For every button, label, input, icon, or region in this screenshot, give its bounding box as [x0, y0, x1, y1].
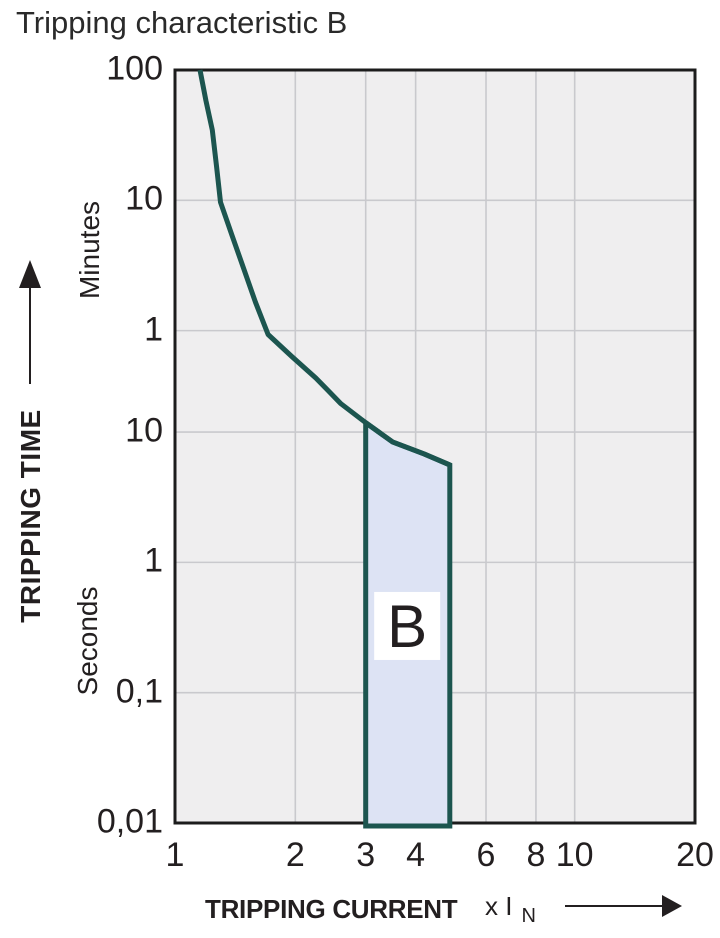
x-tick-label: 10	[555, 836, 594, 874]
x-tick-label: 8	[526, 836, 546, 874]
multiplier-x: x I	[485, 891, 513, 921]
x-tick-label: 6	[476, 836, 496, 874]
x-tick-label: 1	[165, 836, 185, 874]
chart-title: Tripping characteristic B	[16, 5, 348, 40]
band-label: B	[387, 593, 427, 660]
y-tick-label: 10	[125, 411, 163, 450]
x-tick-label: 2	[285, 836, 305, 874]
plot-area: B	[173, 68, 697, 829]
y-axis-tick-labels: 100 10 1 10 1 0,1 0,01	[0, 50, 163, 841]
y-tick-label: 1	[144, 542, 163, 581]
x-tick-label: 20	[676, 836, 714, 874]
y-axis-arrow-icon	[18, 260, 42, 391]
multiplier-subscript: N	[521, 904, 536, 927]
y-tick-label: 0,01	[96, 802, 163, 841]
x-axis-arrow-icon	[565, 893, 685, 924]
x-tick-label: 4	[406, 836, 426, 874]
x-axis-label: TRIPPING CURRENT	[205, 894, 458, 924]
y-tick-label: 100	[106, 49, 163, 88]
y-tick-label: 0,1	[115, 672, 163, 711]
band-label-box	[374, 591, 441, 660]
y-tick-label: 1	[144, 310, 163, 349]
y-tick-label: 10	[125, 180, 163, 219]
x-tick-label: 3	[356, 836, 376, 874]
tripping-curve	[197, 69, 451, 468]
